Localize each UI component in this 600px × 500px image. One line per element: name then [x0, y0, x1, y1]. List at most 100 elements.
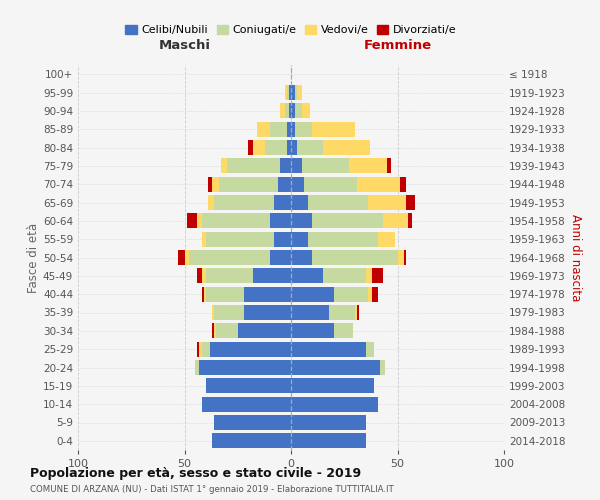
Bar [248, 140, 253, 155]
Bar [349, 158, 387, 174]
Bar [291, 415, 365, 430]
Bar [291, 85, 295, 100]
Bar [323, 140, 370, 155]
Bar [302, 104, 310, 118]
Bar [284, 85, 287, 100]
Bar [214, 415, 291, 430]
Bar [202, 268, 206, 283]
Bar [187, 214, 197, 228]
Bar [313, 250, 398, 265]
Bar [185, 250, 189, 265]
Bar [387, 158, 391, 174]
Bar [212, 434, 291, 448]
Bar [284, 104, 289, 118]
Bar [206, 232, 274, 246]
Bar [383, 214, 408, 228]
Bar [289, 85, 291, 100]
Bar [323, 268, 365, 283]
Bar [313, 122, 355, 136]
Bar [212, 324, 214, 338]
Bar [291, 305, 329, 320]
Bar [202, 232, 206, 246]
Bar [214, 305, 244, 320]
Bar [308, 232, 379, 246]
Bar [291, 122, 295, 136]
Bar [217, 324, 238, 338]
Bar [202, 214, 270, 228]
Bar [291, 176, 304, 192]
Text: Popolazione per età, sesso e stato civile - 2019: Popolazione per età, sesso e stato civil… [30, 468, 361, 480]
Bar [368, 195, 406, 210]
Bar [206, 268, 253, 283]
Bar [372, 286, 379, 302]
Bar [189, 250, 270, 265]
Bar [274, 195, 291, 210]
Bar [287, 140, 291, 155]
Bar [244, 286, 291, 302]
Bar [227, 158, 280, 174]
Bar [334, 324, 353, 338]
Bar [291, 268, 323, 283]
Bar [253, 268, 291, 283]
Bar [197, 342, 199, 356]
Bar [206, 378, 291, 394]
Bar [202, 396, 291, 411]
Bar [334, 286, 368, 302]
Bar [408, 214, 412, 228]
Bar [280, 104, 284, 118]
Bar [195, 360, 199, 375]
Bar [291, 286, 334, 302]
Bar [308, 195, 368, 210]
Bar [291, 378, 374, 394]
Bar [270, 122, 287, 136]
Text: COMUNE DI ARZANA (NU) - Dati ISTAT 1° gennaio 2019 - Elaborazione TUTTITALIA.IT: COMUNE DI ARZANA (NU) - Dati ISTAT 1° ge… [30, 486, 394, 494]
Bar [278, 176, 291, 192]
Bar [298, 85, 302, 100]
Bar [368, 286, 372, 302]
Bar [291, 214, 313, 228]
Bar [298, 140, 323, 155]
Bar [287, 85, 289, 100]
Bar [406, 195, 415, 210]
Bar [214, 195, 274, 210]
Bar [199, 360, 291, 375]
Bar [218, 176, 278, 192]
Bar [214, 324, 217, 338]
Bar [291, 434, 365, 448]
Bar [291, 250, 313, 265]
Bar [295, 85, 298, 100]
Bar [212, 305, 214, 320]
Bar [380, 360, 385, 375]
Legend: Celibi/Nubili, Coniugati/e, Vedovi/e, Divorziati/e: Celibi/Nubili, Coniugati/e, Vedovi/e, Di… [121, 20, 461, 40]
Bar [203, 286, 206, 302]
Bar [295, 104, 302, 118]
Bar [313, 214, 383, 228]
Bar [270, 214, 291, 228]
Bar [287, 122, 291, 136]
Bar [238, 324, 291, 338]
Bar [253, 140, 265, 155]
Bar [197, 268, 202, 283]
Y-axis label: Fasce di età: Fasce di età [27, 222, 40, 292]
Bar [212, 176, 218, 192]
Bar [291, 158, 302, 174]
Bar [208, 195, 214, 210]
Bar [398, 250, 404, 265]
Bar [291, 104, 295, 118]
Bar [302, 158, 349, 174]
Bar [400, 176, 406, 192]
Bar [291, 232, 308, 246]
Bar [304, 176, 357, 192]
Y-axis label: Anni di nascita: Anni di nascita [569, 214, 582, 301]
Bar [291, 342, 365, 356]
Bar [329, 305, 355, 320]
Text: Maschi: Maschi [158, 39, 211, 52]
Bar [372, 268, 383, 283]
Bar [291, 396, 379, 411]
Bar [295, 122, 313, 136]
Text: Femmine: Femmine [364, 39, 431, 52]
Bar [206, 286, 244, 302]
Bar [357, 305, 359, 320]
Bar [291, 324, 334, 338]
Bar [291, 140, 298, 155]
